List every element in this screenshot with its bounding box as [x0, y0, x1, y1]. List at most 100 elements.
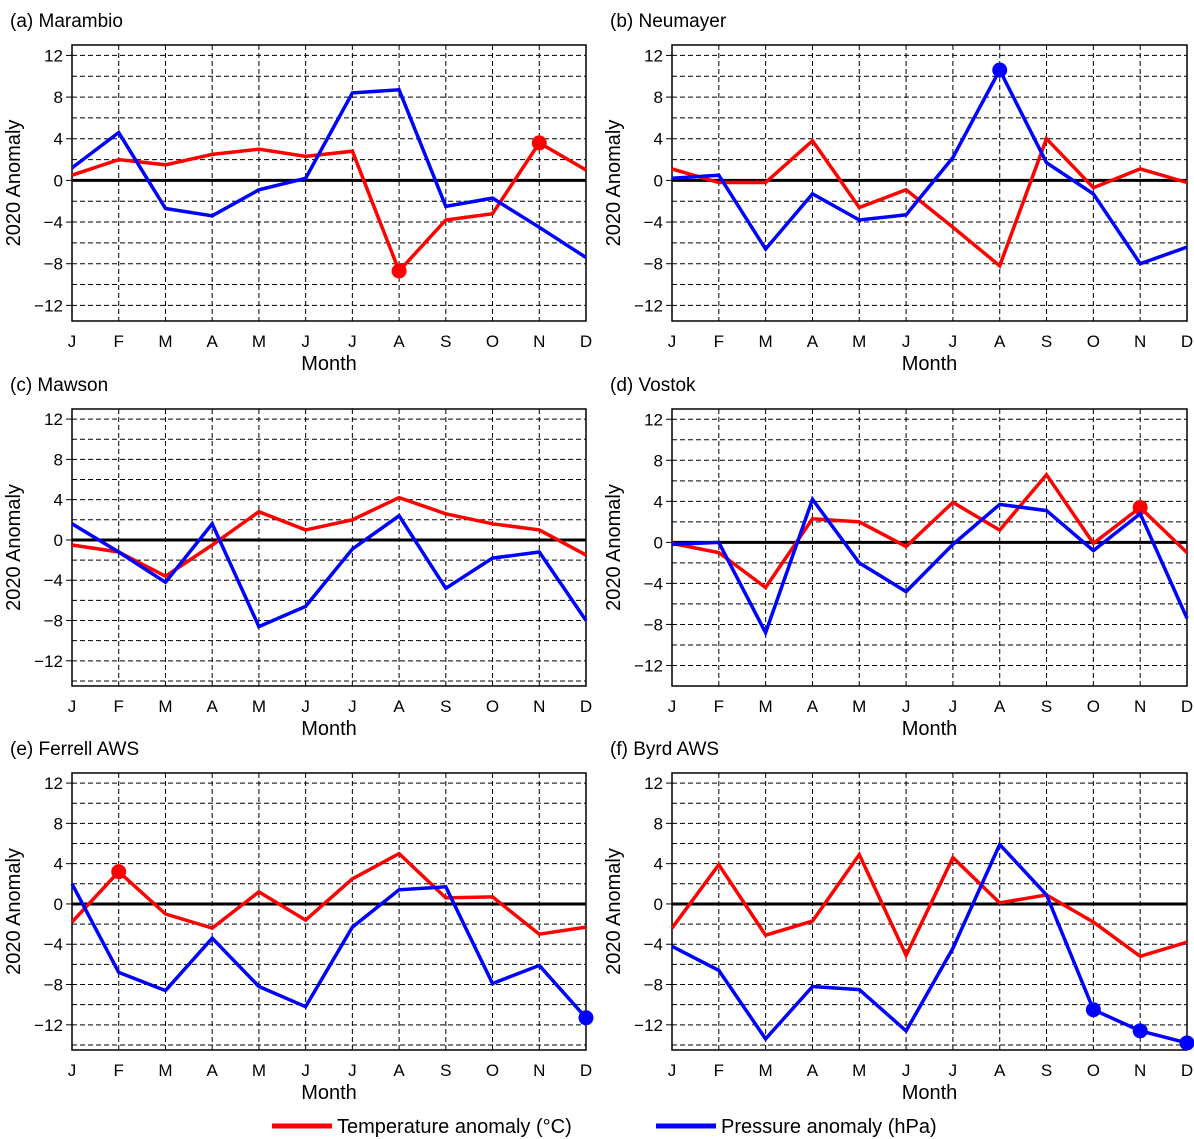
- y-tick-label: 0: [54, 531, 63, 550]
- x-tick-label: O: [1087, 1061, 1100, 1080]
- x-tick-label: J: [902, 697, 911, 716]
- series-line-temperature: [70, 851, 587, 937]
- y-axis-title: 2020 Anomaly: [603, 484, 625, 611]
- x-tick-label: M: [852, 697, 866, 716]
- x-tick-label: S: [1041, 697, 1052, 716]
- x-tick-label: A: [807, 332, 819, 351]
- x-tick-label: D: [1181, 332, 1193, 351]
- y-axis-title: 2020 Anomaly: [3, 120, 25, 247]
- x-tick-label: D: [580, 1061, 592, 1080]
- x-tick-label: M: [252, 697, 266, 716]
- marker-temperature: [391, 263, 407, 279]
- x-tick-label: A: [393, 332, 405, 351]
- plot-frame: [71, 408, 587, 687]
- series-line-pressure: [671, 66, 1188, 266]
- marker-pressure: [578, 1010, 594, 1026]
- y-tick-label: 0: [654, 171, 663, 190]
- x-tick-label: M: [852, 332, 866, 351]
- y-tick-label: 12: [644, 46, 663, 65]
- series-line-temperature: [71, 495, 587, 579]
- plot-frame: [71, 44, 587, 322]
- x-tick-label: D: [580, 332, 592, 351]
- x-tick-label: F: [114, 332, 124, 351]
- x-tick-label: F: [714, 1061, 724, 1080]
- y-axis-title: 2020 Anomaly: [3, 484, 25, 611]
- x-tick-label: J: [301, 332, 310, 351]
- x-tick-label: A: [807, 697, 819, 716]
- y-tick-label: 4: [654, 130, 663, 149]
- y-tick-label: −8: [44, 255, 63, 274]
- x-tick-label: S: [1041, 1061, 1052, 1080]
- x-tick-label: M: [852, 1061, 866, 1080]
- y-axis-title: 2020 Anomaly: [603, 848, 625, 975]
- y-tick-label: 4: [54, 130, 63, 149]
- x-tick-label: J: [949, 697, 958, 716]
- y-tick-label: 0: [54, 895, 63, 914]
- x-tick-label: J: [68, 1061, 77, 1080]
- x-tick-label: F: [114, 697, 124, 716]
- x-tick-label: J: [68, 332, 77, 351]
- x-tick-label: S: [440, 1061, 451, 1080]
- plot-frame: [71, 772, 587, 1051]
- y-tick-label: 8: [654, 88, 663, 107]
- y-tick-label: 8: [654, 451, 663, 470]
- x-tick-label: J: [668, 332, 677, 351]
- x-tick-label: N: [1134, 697, 1146, 716]
- x-tick-label: N: [1134, 1061, 1146, 1080]
- x-tick-label: N: [533, 697, 545, 716]
- x-tick-label: J: [68, 697, 77, 716]
- y-tick-label: −12: [34, 1016, 63, 1035]
- x-tick-label: N: [533, 1061, 545, 1080]
- panel-title: (e) Ferrell AWS: [10, 739, 139, 760]
- y-tick-label: 8: [54, 450, 63, 469]
- y-tick-label: 12: [644, 410, 663, 429]
- y-tick-label: −12: [634, 1016, 663, 1035]
- x-tick-label: M: [158, 1061, 172, 1080]
- x-tick-label: J: [348, 1061, 357, 1080]
- x-tick-label: J: [301, 1061, 310, 1080]
- x-tick-label: A: [207, 1061, 219, 1080]
- marker-temperature: [531, 135, 547, 151]
- x-tick-label: M: [759, 1061, 773, 1080]
- x-tick-label: F: [114, 1061, 124, 1080]
- marker-pressure: [992, 62, 1008, 78]
- series-line-pressure: [70, 87, 587, 259]
- x-tick-label: A: [393, 1061, 405, 1080]
- y-tick-label: −4: [44, 213, 63, 232]
- series-line-temperature: [670, 851, 1188, 960]
- marker-temperature: [1132, 499, 1148, 515]
- series-line-temperature: [671, 471, 1189, 590]
- y-tick-label: 12: [44, 46, 63, 65]
- panel-4: (d) Vostok 12 8 4 0 −4 −8 −12 J F M A M J J A S O N D Month 2…: [603, 375, 1193, 740]
- series-line-pressure: [70, 882, 588, 1019]
- y-tick-label: −8: [644, 976, 663, 995]
- marker-temperature: [111, 864, 127, 880]
- legend-label-temperature: Temperature anomaly (°C): [337, 1116, 572, 1138]
- y-tick-label: 12: [644, 774, 663, 793]
- y-tick-label: 4: [654, 855, 663, 874]
- panel-title: (d) Vostok: [610, 375, 696, 396]
- x-tick-label: O: [486, 697, 499, 716]
- x-tick-label: D: [580, 697, 592, 716]
- y-tick-label: 12: [44, 774, 63, 793]
- series-line-pressure: [71, 513, 588, 629]
- panel-title: (b) Neumayer: [610, 11, 727, 32]
- y-tick-label: −4: [644, 935, 663, 954]
- y-tick-label: −12: [634, 296, 663, 315]
- x-tick-label: M: [158, 697, 172, 716]
- plot-frame: [671, 408, 1188, 687]
- x-tick-label: O: [1087, 697, 1100, 716]
- x-tick-label: A: [207, 332, 219, 351]
- x-axis-title: Month: [301, 353, 357, 375]
- x-tick-label: A: [994, 697, 1006, 716]
- panel-title: (a) Marambio: [10, 11, 123, 32]
- series-line-pressure: [671, 495, 1189, 638]
- y-tick-label: 0: [654, 895, 663, 914]
- y-tick-label: 12: [44, 410, 63, 429]
- x-tick-label: S: [440, 697, 451, 716]
- x-tick-label: D: [1181, 1061, 1193, 1080]
- x-tick-label: J: [668, 1061, 677, 1080]
- x-tick-label: O: [1087, 332, 1100, 351]
- y-tick-label: 0: [654, 533, 663, 552]
